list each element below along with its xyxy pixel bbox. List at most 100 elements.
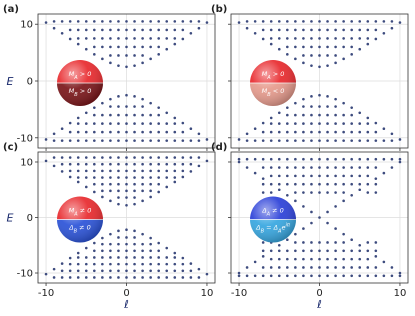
- point: [269, 257, 273, 261]
- sphere-label: ΔA ≠ 0: [261, 207, 284, 218]
- point: [302, 97, 305, 101]
- point: [52, 156, 56, 159]
- point: [302, 241, 305, 244]
- point: [390, 20, 394, 23]
- point: [84, 185, 88, 189]
- point: [157, 176, 160, 179]
- point: [318, 105, 321, 108]
- point: [302, 174, 305, 178]
- point: [141, 97, 144, 101]
- point: [165, 276, 169, 279]
- point: [366, 139, 370, 142]
- point: [101, 269, 104, 273]
- point: [334, 241, 337, 244]
- point: [84, 139, 88, 142]
- point: [374, 177, 378, 180]
- point: [318, 122, 321, 125]
- point: [117, 139, 120, 142]
- label-part: iπ: [285, 223, 290, 229]
- point: [366, 241, 370, 244]
- label-part: e: [281, 224, 285, 232]
- point: [326, 274, 329, 278]
- point: [269, 20, 273, 23]
- point: [125, 249, 128, 253]
- point: [109, 54, 112, 57]
- point: [60, 20, 64, 23]
- point: [141, 256, 144, 259]
- point: [286, 182, 289, 186]
- point: [68, 121, 72, 125]
- point: [101, 113, 104, 117]
- point: [93, 139, 96, 142]
- point: [125, 276, 128, 279]
- point: [334, 122, 337, 125]
- point: [76, 130, 80, 134]
- label-part: Δ: [68, 224, 73, 232]
- point: [245, 166, 249, 169]
- point: [109, 37, 112, 40]
- point: [84, 20, 88, 23]
- point: [286, 45, 289, 49]
- point: [261, 249, 265, 253]
- x-tick-label: 0: [316, 288, 322, 299]
- point: [269, 249, 273, 253]
- point: [76, 276, 80, 279]
- point: [342, 113, 345, 117]
- point: [358, 111, 362, 115]
- point: [165, 185, 169, 189]
- point: [318, 20, 321, 23]
- point: [165, 130, 169, 134]
- point: [310, 257, 313, 261]
- point: [173, 256, 177, 259]
- point: [84, 176, 88, 179]
- point: [149, 156, 152, 159]
- point: [342, 157, 345, 161]
- point: [237, 21, 241, 24]
- point: [358, 130, 362, 134]
- point: [318, 174, 321, 178]
- point: [165, 262, 169, 266]
- point: [101, 122, 104, 125]
- point: [173, 28, 177, 32]
- point: [117, 262, 120, 266]
- point: [350, 20, 353, 23]
- point: [101, 256, 104, 259]
- point: [173, 42, 177, 46]
- point: [189, 276, 193, 279]
- plot-frame: [37, 13, 216, 149]
- point: [261, 20, 265, 23]
- point: [125, 203, 128, 207]
- y-tick-label: -10: [17, 133, 33, 144]
- point: [157, 53, 160, 56]
- point: [390, 166, 394, 169]
- point: [326, 130, 329, 134]
- y-tick-label: 0: [27, 213, 33, 224]
- point: [44, 272, 48, 276]
- point: [93, 162, 96, 166]
- point: [149, 57, 152, 61]
- point: [141, 45, 144, 49]
- point: [133, 122, 136, 125]
- point: [125, 93, 128, 97]
- point: [109, 113, 112, 117]
- point: [133, 95, 136, 98]
- point: [141, 105, 144, 108]
- point: [157, 37, 160, 40]
- point: [109, 189, 112, 193]
- point: [382, 157, 386, 161]
- panel-label: (a): [3, 4, 19, 15]
- point: [173, 139, 177, 142]
- point: [157, 139, 160, 142]
- point: [101, 57, 104, 61]
- point: [133, 54, 136, 57]
- point: [101, 101, 104, 105]
- point: [334, 274, 337, 278]
- point: [294, 166, 297, 169]
- point: [141, 276, 144, 279]
- point: [109, 162, 112, 166]
- point: [173, 269, 177, 273]
- point: [261, 255, 265, 258]
- point: [358, 266, 362, 269]
- point: [173, 251, 177, 255]
